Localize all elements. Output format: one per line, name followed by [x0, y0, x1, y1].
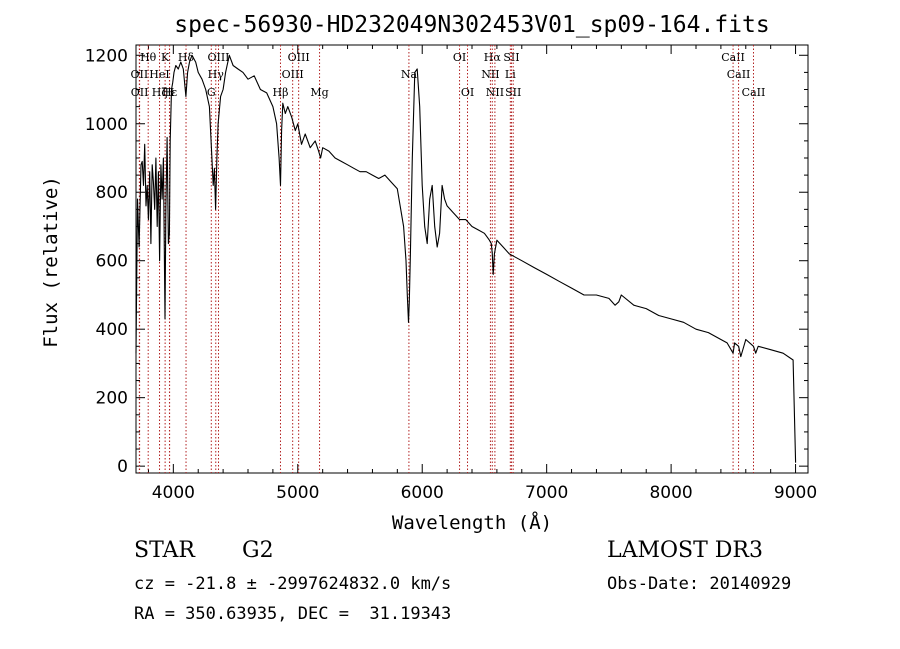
- y-axis-label: Flux (relative): [40, 176, 62, 348]
- y-tick-label: 0: [117, 457, 128, 477]
- coordinates: RA = 350.63935, DEC = 31.19343: [134, 604, 452, 624]
- line-marker-label: CaII: [721, 51, 745, 64]
- line-marker-label: Hζ: [152, 86, 168, 99]
- line-marker-label: Li: [505, 68, 516, 81]
- x-tick-label: 6000: [401, 483, 444, 503]
- y-tick-label: 400: [96, 320, 128, 340]
- line-marker-label: CaII: [742, 86, 766, 99]
- line-marker-label: Hβ: [273, 86, 289, 99]
- y-tick-label: 600: [96, 252, 128, 272]
- spectrum-line: [135, 54, 797, 463]
- x-tick-label: 5000: [276, 483, 319, 503]
- survey-name: LAMOST DR3: [607, 538, 763, 563]
- y-tick-label: 800: [96, 183, 128, 203]
- y-tick-label: 1000: [85, 115, 128, 135]
- line-marker-label: CaII: [727, 68, 751, 81]
- line-marker-label: NII: [481, 68, 499, 81]
- line-marker-label: OIII: [282, 68, 304, 81]
- line-marker-label: Hα: [484, 51, 502, 64]
- y-tick-label: 1200: [85, 46, 128, 66]
- redshift-line: cz = -21.8 ± -2997624832.0 km/s: [134, 574, 452, 594]
- chart-title: spec-56930-HD232049N302453V01_sp09-164.f…: [174, 12, 769, 38]
- line-marker-label: K: [161, 51, 170, 64]
- line-marker-label: G: [207, 86, 216, 99]
- line-marker-label: Hθ: [140, 51, 157, 64]
- line-marker-label: Hγ: [208, 68, 225, 81]
- line-marker-label: Hε: [162, 86, 178, 99]
- obs-date: Obs-Date: 20140929: [607, 574, 792, 594]
- y-tick-label: 200: [96, 389, 128, 409]
- line-marker-label: SII: [505, 86, 521, 99]
- x-axis-label: Wavelength (Å): [392, 511, 552, 534]
- line-marker-label: OI: [461, 86, 474, 99]
- line-marker-label: OII: [131, 86, 149, 99]
- line-marker-label: OIII: [207, 51, 229, 64]
- object-type: STAR: [134, 538, 195, 563]
- x-tick-label: 8000: [649, 483, 692, 503]
- line-marker-label: H: [165, 86, 175, 99]
- x-tick-label: 9000: [774, 483, 817, 503]
- x-tick-label: 4000: [152, 483, 195, 503]
- plot-frame: [135, 44, 809, 474]
- line-marker-label: NII: [486, 86, 504, 99]
- line-marker-label: SII: [503, 51, 519, 64]
- x-tick-label: 7000: [525, 483, 568, 503]
- spectral-subclass: G2: [242, 538, 274, 563]
- line-marker-label: OI: [453, 51, 466, 64]
- line-marker-label: Na: [401, 68, 418, 81]
- line-marker-label: OIII: [288, 51, 310, 64]
- line-marker-label: Mg: [310, 86, 328, 99]
